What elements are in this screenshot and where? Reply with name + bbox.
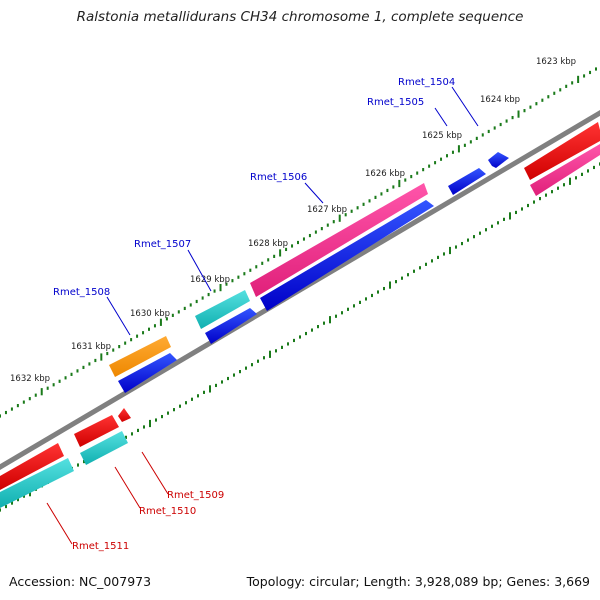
gene-label-rmet-1506[interactable]: Rmet_1506 <box>250 172 307 183</box>
scale-label: 1629 kbp <box>190 275 230 285</box>
map-title: Ralstonia metallidurans CH34 chromosome … <box>76 9 524 25</box>
scale-label: 1628 kbp <box>248 239 288 249</box>
gene-bar[interactable] <box>80 431 128 465</box>
gene-bar[interactable] <box>0 458 74 508</box>
scale-label: 1624 kbp <box>480 95 520 105</box>
gene-bar[interactable] <box>118 408 131 422</box>
scale-ticks-outer <box>0 67 597 418</box>
gene-bar[interactable] <box>524 122 600 180</box>
gene-bar[interactable] <box>195 290 250 329</box>
gene-bar[interactable] <box>0 443 64 490</box>
gene-arrow[interactable] <box>260 200 434 311</box>
accession-text: Accession: NC_007973 <box>9 574 152 589</box>
gene-labels: Rmet_1504 Rmet_1505 Rmet_1506 Rmet_1507 … <box>53 77 455 552</box>
gene-bar[interactable] <box>109 336 171 377</box>
gene-bar[interactable] <box>530 144 600 196</box>
scale-label: 1626 kbp <box>365 169 405 179</box>
gene-arrow[interactable] <box>205 308 257 344</box>
gene-label-rmet-1511[interactable]: Rmet_1511 <box>72 541 129 552</box>
gene-bar[interactable] <box>74 415 119 447</box>
scale-label: 1630 kbp <box>130 309 170 319</box>
gene-label-rmet-1505[interactable]: Rmet_1505 <box>367 97 424 108</box>
gene-label-rmet-1504[interactable]: Rmet_1504 <box>398 77 455 88</box>
gene-label-rmet-1507[interactable]: Rmet_1507 <box>134 239 191 250</box>
gene-label-rmet-1509[interactable]: Rmet_1509 <box>167 490 224 501</box>
scale-label: 1632 kbp <box>10 374 50 384</box>
label-connectors <box>46 86 479 545</box>
gene-arrow[interactable] <box>118 353 177 393</box>
scale-label: 1623 kbp <box>536 57 576 67</box>
summary-text: Topology: circular; Length: 3,928,089 bp… <box>246 574 590 589</box>
gene-label-rmet-1510[interactable]: Rmet_1510 <box>139 506 196 517</box>
gene-bar[interactable] <box>250 183 428 297</box>
cog-genes-outer <box>109 122 600 377</box>
scale-label: 1627 kbp <box>307 205 347 215</box>
reverse-genes <box>0 408 131 508</box>
scale-label: 1631 kbp <box>71 342 111 352</box>
scale-labels: 1623 kbp 1624 kbp 1625 kbp 1626 kbp 1627… <box>10 57 576 384</box>
scale-label: 1625 kbp <box>422 131 462 141</box>
forward-genes <box>118 152 509 393</box>
gene-arrow[interactable] <box>448 168 486 195</box>
gene-arrow[interactable] <box>488 152 509 168</box>
gene-label-rmet-1508[interactable]: Rmet_1508 <box>53 287 110 298</box>
